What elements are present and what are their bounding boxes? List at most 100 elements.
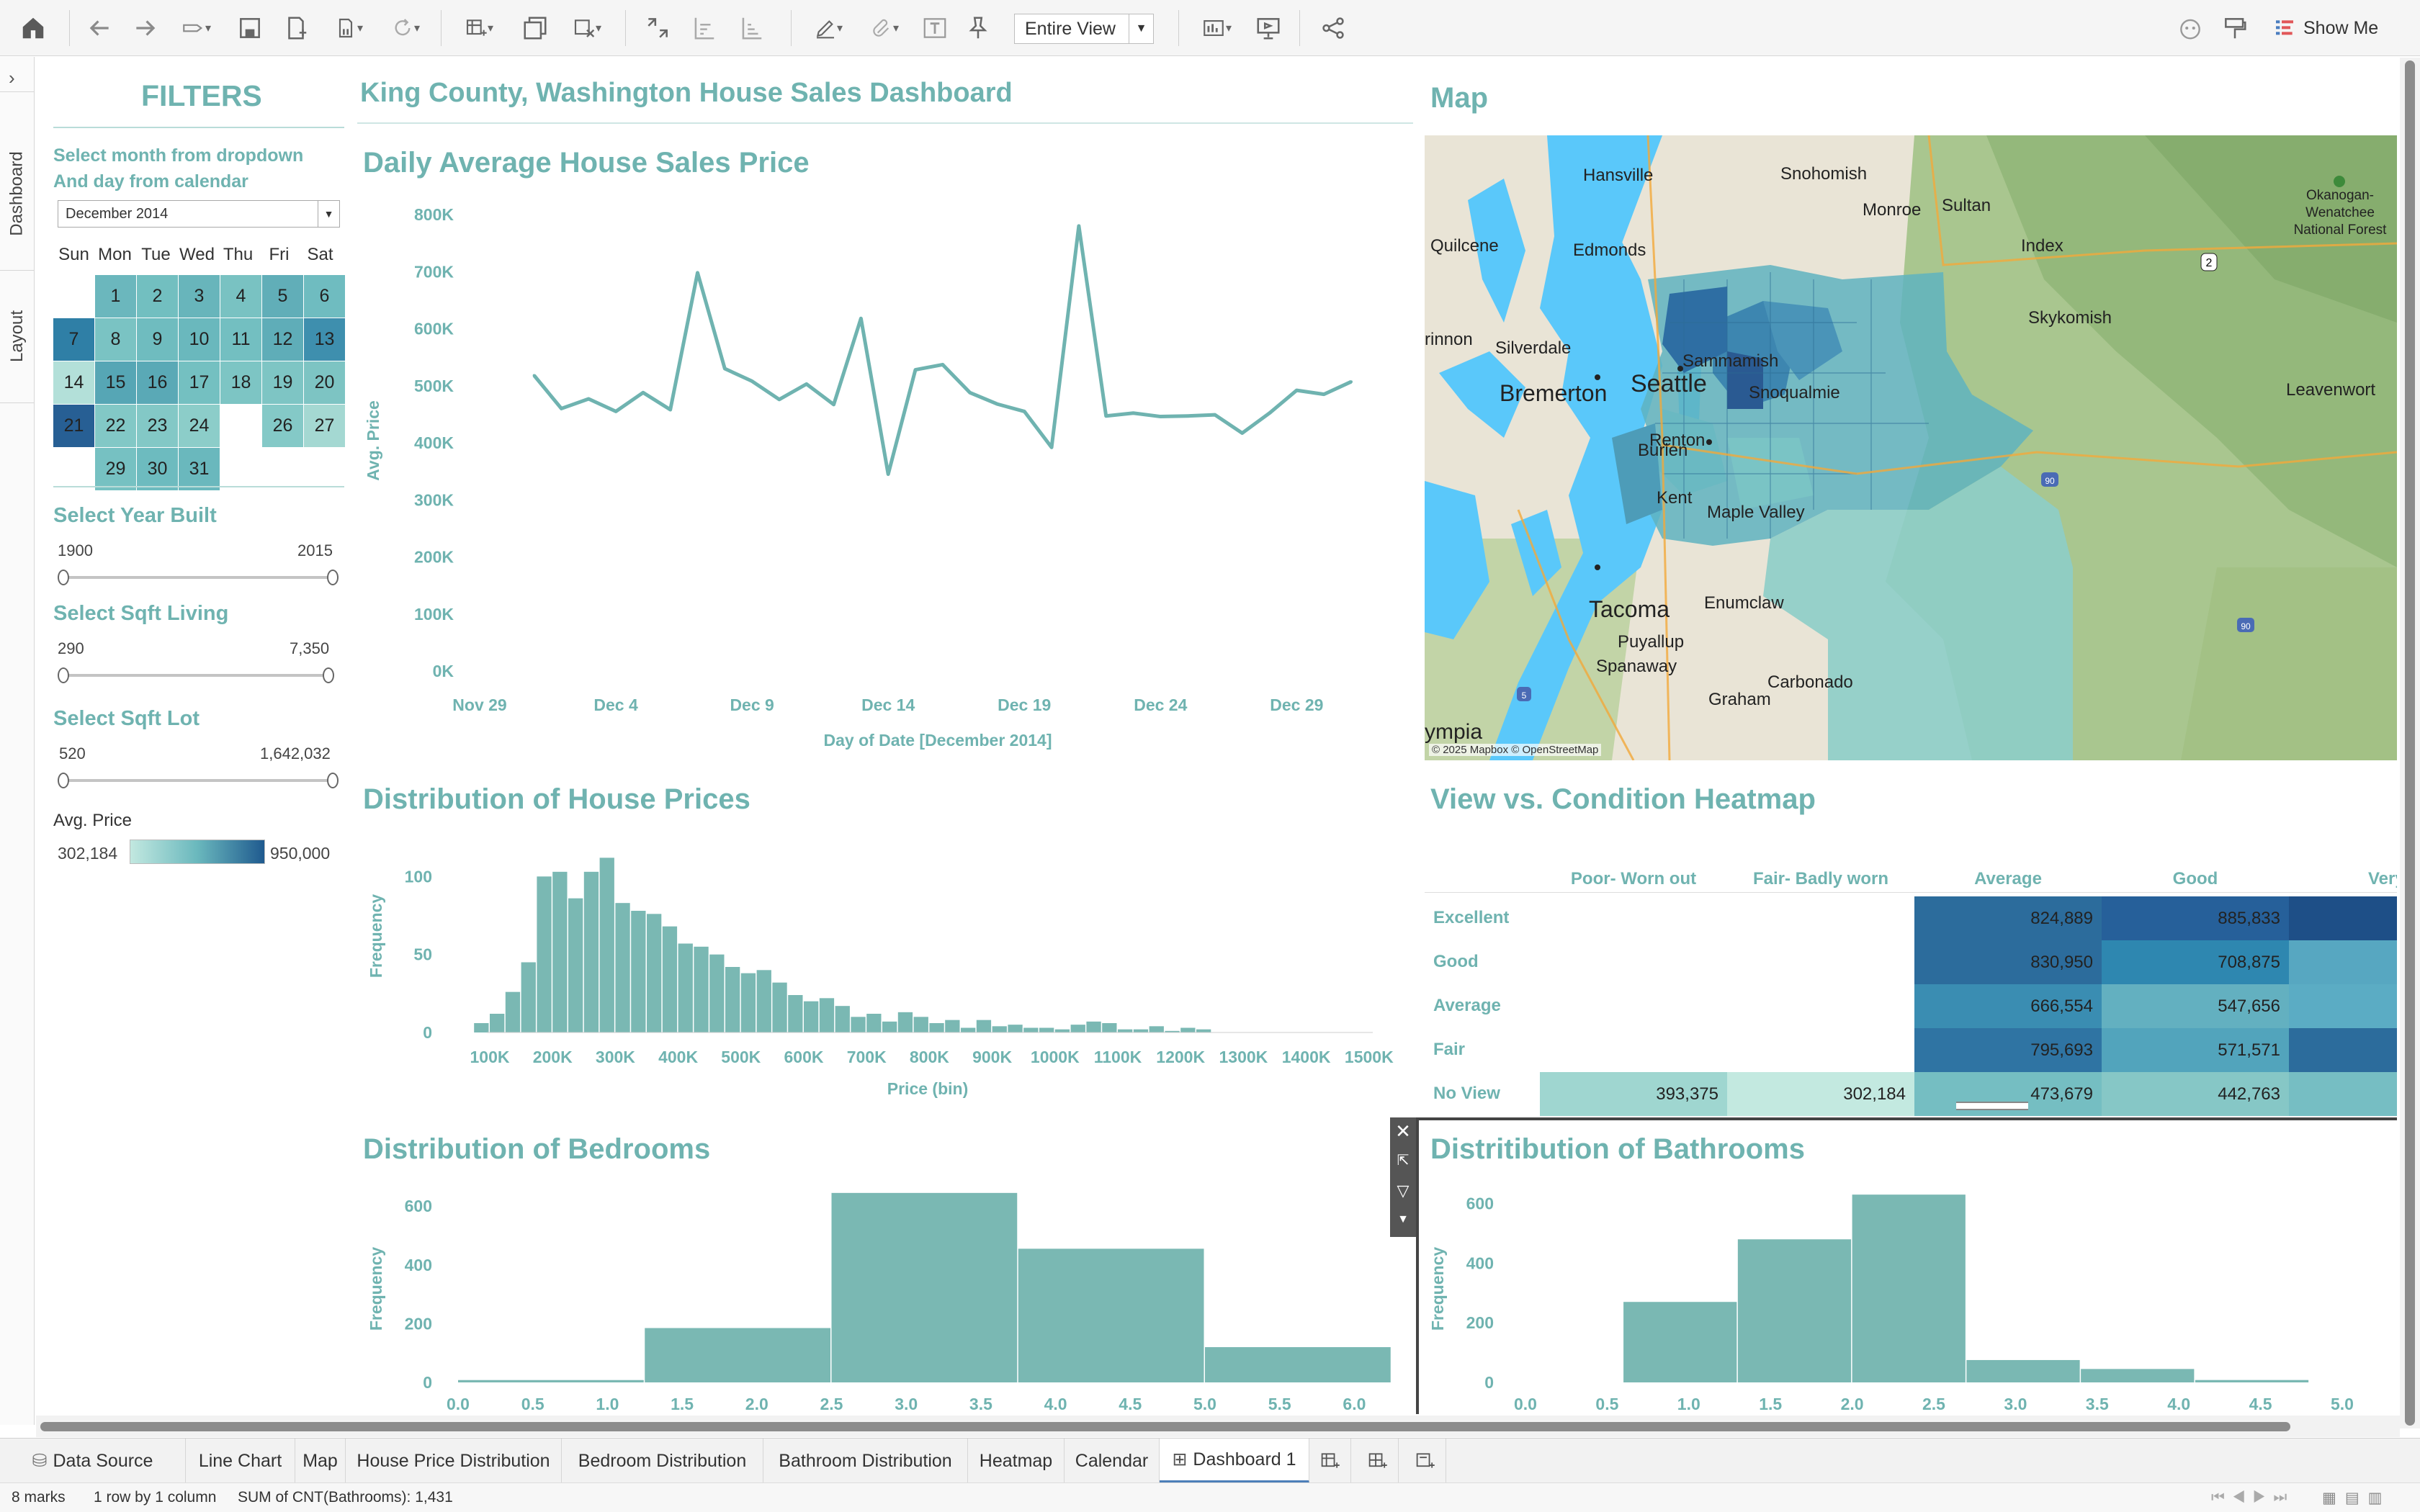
expand-panel-icon[interactable]: › xyxy=(9,67,15,89)
group-members-icon[interactable]: ▾ xyxy=(861,13,908,43)
calendar-day[interactable]: 3 xyxy=(179,275,220,318)
sqft-lot-max-handle[interactable] xyxy=(327,773,339,788)
calendar-day[interactable]: 16 xyxy=(137,361,178,404)
refresh-icon[interactable]: ▾ xyxy=(382,13,429,43)
show-mark-labels-icon[interactable] xyxy=(919,13,951,43)
filter-icon[interactable]: ▽ xyxy=(1397,1182,1410,1200)
calendar-day[interactable]: 7 xyxy=(53,318,94,361)
heatmap-cell[interactable]: 830,950 xyxy=(1914,940,2102,984)
heatmap-cell[interactable] xyxy=(2289,1028,2397,1072)
share-icon[interactable] xyxy=(1315,13,1351,43)
calendar-day[interactable]: 8 xyxy=(95,318,136,361)
calendar-day[interactable]: 1 xyxy=(95,275,136,318)
more-options-icon[interactable]: ▼ xyxy=(1397,1213,1409,1225)
highlight-icon[interactable]: ▾ xyxy=(805,13,851,43)
data-guide-icon[interactable] xyxy=(2174,13,2207,43)
calendar-day[interactable]: 5 xyxy=(262,275,303,318)
bedrooms-histogram[interactable]: 0 200 400 600 Frequency 0.0 0.5 1.0 1.5 2.0 2.5 3.0… xyxy=(357,1181,1394,1414)
resize-handle[interactable] xyxy=(1956,1102,2028,1110)
year-built-max-handle[interactable] xyxy=(327,570,339,585)
calendar-day[interactable]: 15 xyxy=(95,361,136,404)
heatmap-cell[interactable]: 824,889 xyxy=(1914,896,2102,940)
heatmap-cell[interactable]: 571,571 xyxy=(2102,1028,2289,1072)
sheet-navigation-icons[interactable]: ⏮◀▶⏭ xyxy=(2211,1489,2295,1506)
tab-data-source[interactable]: ⛁ Data Source xyxy=(0,1439,186,1483)
vertical-scrollbar[interactable] xyxy=(2400,58,2420,1428)
home-icon[interactable] xyxy=(16,13,50,43)
save-icon[interactable] xyxy=(235,13,265,43)
format-workbook-icon[interactable] xyxy=(2218,13,2251,43)
new-worksheet-tab-icon[interactable] xyxy=(1309,1439,1351,1483)
bathrooms-histogram[interactable]: 0 200 400 600 Frequency 0.0 0.5 1.0 1.5 2.0 2.5 3.0… xyxy=(1419,1181,2397,1414)
heatmap-cell[interactable]: 393,375 xyxy=(1540,1072,1727,1116)
horizontal-scrollbar[interactable] xyxy=(36,1416,2400,1437)
sqft-lot-min-handle[interactable] xyxy=(58,773,69,788)
replay-animation-icon[interactable]: ▾ xyxy=(173,13,219,43)
calendar-day[interactable]: 19 xyxy=(262,361,303,404)
clear-sheet-icon[interactable]: ▾ xyxy=(563,13,611,43)
house-sales-map[interactable]: 2 90 90 5 Hansville Snohomish Monroe Sultan… xyxy=(1425,135,2397,760)
tab-house-price-distribution[interactable]: House Price Distribution xyxy=(346,1439,562,1483)
calendar-day[interactable]: 30 xyxy=(137,448,178,490)
calendar-day[interactable]: 14 xyxy=(53,361,94,404)
heatmap-cell[interactable]: 795,693 xyxy=(1914,1028,2102,1072)
fix-axes-icon[interactable] xyxy=(962,13,994,43)
calendar-day[interactable]: 18 xyxy=(220,361,261,404)
heatmap-cell[interactable] xyxy=(2289,940,2397,984)
sqft-living-min-handle[interactable] xyxy=(58,667,69,683)
close-icon[interactable]: ✕ xyxy=(1395,1120,1411,1142)
year-built-slider[interactable] xyxy=(58,570,339,585)
go-to-sheet-icon[interactable]: ⇱ xyxy=(1397,1152,1410,1169)
tab-bedroom-distribution[interactable]: Bedroom Distribution xyxy=(562,1439,763,1483)
month-dropdown[interactable]: December 2014 ▼ xyxy=(58,200,340,228)
price-histogram[interactable]: 0 50 100 Frequency 100K 200K 300K 400K 500K 600K 7… xyxy=(357,828,1416,1109)
calendar-day[interactable]: 20 xyxy=(304,361,345,404)
calendar-day[interactable]: 13 xyxy=(304,318,345,361)
calendar-day[interactable]: 4 xyxy=(220,275,261,318)
sort-descending-icon[interactable] xyxy=(733,13,769,43)
calendar-day[interactable]: 2 xyxy=(137,275,178,318)
tab-line-chart[interactable]: Line Chart xyxy=(186,1439,295,1483)
year-built-min-handle[interactable] xyxy=(58,570,69,585)
calendar-day[interactable]: 12 xyxy=(262,318,303,361)
sqft-lot-slider[interactable] xyxy=(58,773,339,788)
new-dashboard-tab-icon[interactable] xyxy=(1357,1439,1399,1483)
tab-dashboard-panel[interactable]: Dashboard xyxy=(4,129,30,258)
view-condition-heatmap[interactable]: Poor- Worn out Fair- Badly worn Average Goo… xyxy=(1425,860,2397,1120)
daily-price-line-chart[interactable]: 0K 100K 200K 300K 400K 500K 600K 700K 800K Nov 29… xyxy=(357,187,1416,763)
heatmap-cell[interactable] xyxy=(2289,896,2397,940)
calendar-day[interactable]: 9 xyxy=(137,318,178,361)
heatmap-cell[interactable]: 442,763 xyxy=(2102,1072,2289,1116)
heatmap-cell[interactable] xyxy=(2289,1072,2397,1116)
calendar-day[interactable]: 31 xyxy=(179,448,220,490)
swap-rows-columns-icon[interactable] xyxy=(640,13,676,43)
calendar-day[interactable]: 27 xyxy=(304,405,345,447)
duplicate-sheet-icon[interactable] xyxy=(519,13,552,43)
redo-icon[interactable] xyxy=(128,13,163,43)
calendar-day[interactable]: 11 xyxy=(220,318,261,361)
calendar-day[interactable]: 10 xyxy=(179,318,220,361)
new-worksheet-icon[interactable]: ▾ xyxy=(455,13,503,43)
calendar-day[interactable]: 24 xyxy=(179,405,220,447)
tab-bathroom-distribution[interactable]: Bathroom Distribution xyxy=(763,1439,968,1483)
heatmap-cell[interactable]: 885,833 xyxy=(2102,896,2289,940)
calendar-day[interactable]: 6 xyxy=(304,275,345,318)
sqft-living-max-handle[interactable] xyxy=(323,667,334,683)
tab-layout-panel[interactable]: Layout xyxy=(4,286,30,387)
new-data-source-icon[interactable] xyxy=(281,13,311,43)
show-me-button[interactable]: Show Me xyxy=(2273,13,2378,43)
heatmap-cell[interactable]: 547,656 xyxy=(2102,984,2289,1028)
tab-dashboard-1[interactable]: ⊞ Dashboard 1 xyxy=(1160,1439,1309,1483)
undo-icon[interactable] xyxy=(82,13,117,43)
tab-calendar[interactable]: Calendar xyxy=(1065,1439,1160,1483)
calendar-day[interactable]: 21 xyxy=(53,405,94,447)
heatmap-cell[interactable]: 666,554 xyxy=(1914,984,2102,1028)
presentation-mode-icon[interactable] xyxy=(1250,13,1286,43)
fit-view-select[interactable]: Entire View ▼ xyxy=(1014,14,1154,44)
heatmap-cell[interactable] xyxy=(2289,984,2397,1028)
view-mode-icons[interactable]: ▦▤▥ xyxy=(2322,1490,2391,1506)
calendar-day[interactable]: 17 xyxy=(179,361,220,404)
new-story-tab-icon[interactable] xyxy=(1404,1439,1446,1483)
sort-ascending-icon[interactable] xyxy=(686,13,722,43)
calendar-day[interactable]: 23 xyxy=(137,405,178,447)
